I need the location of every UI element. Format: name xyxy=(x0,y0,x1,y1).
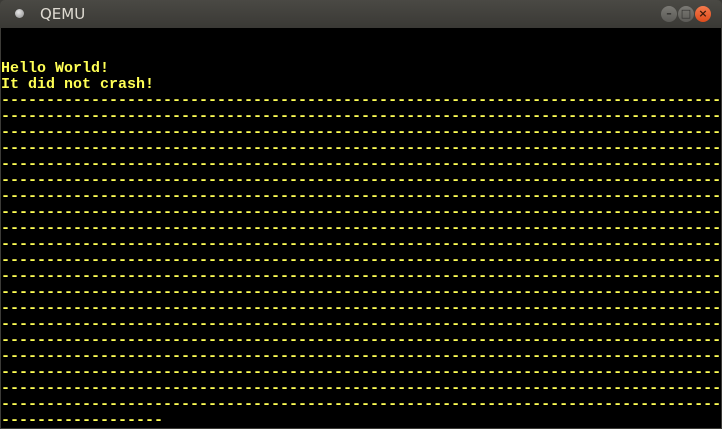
screen-line: ----------------------------------------… xyxy=(1,204,721,221)
maximize-button[interactable]: □ xyxy=(678,6,694,22)
screen-line: ----------------------------------------… xyxy=(1,108,721,125)
screen-line: ----------------------------------------… xyxy=(1,172,721,189)
vga-text-screen[interactable]: Hello World! It did not crash! -----------… xyxy=(1,28,721,428)
screen-line: ----------------------------------------… xyxy=(1,92,721,109)
screen-line: ----------------------------------------… xyxy=(1,188,721,205)
screen-line: ----------------------------------------… xyxy=(1,236,721,253)
screen-line: ----------------------------------------… xyxy=(1,348,721,365)
window-titlebar[interactable]: QEMU – □ × xyxy=(0,0,722,28)
screen-line: ----------------------------------------… xyxy=(1,396,721,413)
app-icon xyxy=(15,9,24,18)
minimize-button[interactable]: – xyxy=(661,6,677,22)
window-title: QEMU xyxy=(40,5,86,23)
screen-line: ----------------------------------------… xyxy=(1,316,721,333)
screen-line xyxy=(1,44,721,60)
screen-line: ----------------------------------------… xyxy=(1,380,721,397)
screen-line: ----------------------------------------… xyxy=(1,332,721,349)
screen-line: ----------------------------------------… xyxy=(1,300,721,317)
close-button[interactable]: × xyxy=(695,6,711,22)
screen-line: ----------------------------------------… xyxy=(1,156,721,173)
screen-line: ----------------------------------------… xyxy=(1,364,721,381)
screen-line: ----------------------------------------… xyxy=(1,252,721,269)
screen-line: ----------------------------------------… xyxy=(1,140,721,157)
screen-line: ----------------------------------------… xyxy=(1,220,721,237)
screen-line: It did not crash! xyxy=(1,76,155,93)
screen-line xyxy=(1,28,721,44)
screen-line: ----------------------------------------… xyxy=(1,124,721,141)
screen-line: Hello World! xyxy=(1,60,110,77)
screen-line: ------------------ xyxy=(1,412,164,428)
screen-line: ----------------------------------------… xyxy=(1,284,721,301)
screen-line: ----------------------------------------… xyxy=(1,268,721,285)
